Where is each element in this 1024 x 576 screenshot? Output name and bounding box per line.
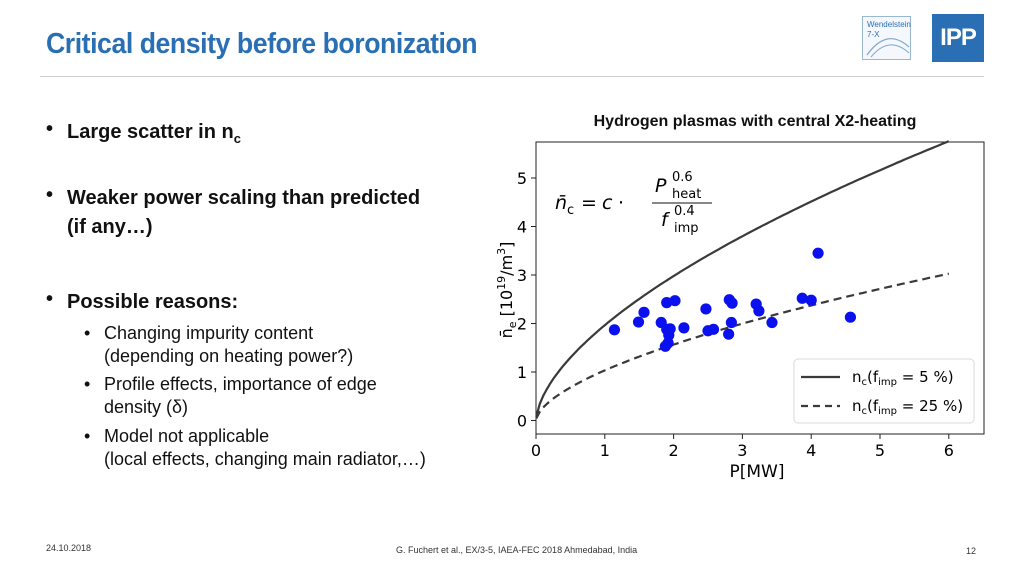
formula-lhs-sub: c xyxy=(567,203,574,218)
x-tick-label: 0 xyxy=(531,441,541,460)
data-point xyxy=(659,340,671,352)
legend-box xyxy=(793,358,975,424)
curve-fimp-5pct xyxy=(535,140,950,417)
data-point xyxy=(662,337,674,349)
bullet-reasons-text: Possible reasons: xyxy=(67,291,239,313)
data-point xyxy=(766,316,778,329)
data-point xyxy=(702,325,714,337)
title-divider xyxy=(40,76,984,77)
data-point xyxy=(707,323,720,335)
wendelstein-logo-subtext: 7-X xyxy=(867,30,880,39)
x-tick-label: 1 xyxy=(600,441,610,460)
data-point xyxy=(812,247,824,259)
data-point xyxy=(664,323,676,335)
x-tick-label: 6 xyxy=(944,441,954,460)
footer-page-number: 12 xyxy=(966,546,977,556)
subbullet-model-line1: Model not applicable xyxy=(104,426,270,446)
data-point xyxy=(669,295,681,307)
formula-c: c xyxy=(602,192,613,214)
data-point xyxy=(805,294,817,306)
footer-date: 24.10.2018 xyxy=(46,543,92,553)
chart-formula: n̄ c = c · P 0.6 heat f 0.4 imp xyxy=(555,170,712,236)
subbullet-impurity-line1: Changing impurity content xyxy=(104,323,314,343)
formula-f-sub: imp xyxy=(674,221,699,236)
legend-label-25pct: nc(fimp = 25 %) xyxy=(852,397,963,417)
ipp-logo: IPP xyxy=(932,14,984,62)
bullet-power-scaling-line2: (if any…) xyxy=(67,216,153,238)
footer-citation: G. Fuchert et al., EX/3-5, IAEA-FEC 2018… xyxy=(396,545,638,555)
y-axis-label: n̄e [1019/m3] xyxy=(495,242,519,339)
data-point xyxy=(753,305,765,317)
wendelstein-logo-text: Wendelstein xyxy=(867,20,911,29)
subbullet-profile-line2: density (δ) xyxy=(104,397,189,417)
data-point xyxy=(663,329,675,341)
curve-fimp-25pct xyxy=(535,272,950,419)
formula-lhs: n̄ xyxy=(555,192,567,214)
x-tick-label: 3 xyxy=(737,441,747,460)
subbullet-dot-icon: • xyxy=(84,426,91,446)
y-tick-label: 4 xyxy=(517,218,527,237)
formula-p-exp: 0.6 xyxy=(672,170,693,185)
bullet-dot-icon: • xyxy=(46,288,54,310)
y-tick-label: 0 xyxy=(517,412,527,431)
subbullet-dot-icon: • xyxy=(84,323,91,343)
subbullet-model-line2: (local effects, changing main radiator,…… xyxy=(104,449,426,469)
bullet-power-scaling-line1: Weaker power scaling than predicted xyxy=(67,187,421,209)
data-point xyxy=(661,323,673,335)
data-point xyxy=(638,306,650,318)
data-point xyxy=(725,316,737,329)
data-point xyxy=(723,294,735,306)
formula-p: P xyxy=(655,175,667,197)
data-point xyxy=(726,297,738,309)
subbullet-profile-line1: Profile effects, importance of edge xyxy=(104,374,377,394)
y-tick-label: 1 xyxy=(517,363,527,382)
formula-dot: · xyxy=(618,192,624,214)
plot-frame xyxy=(535,141,985,435)
data-point xyxy=(750,298,762,310)
data-point xyxy=(700,303,712,315)
data-point xyxy=(608,324,621,336)
formula-p-sub: heat xyxy=(672,187,701,202)
data-point xyxy=(678,322,690,334)
data-point xyxy=(632,316,645,328)
data-point xyxy=(723,328,735,340)
x-tick-label: 4 xyxy=(806,441,816,460)
chart-title: Hydrogen plasmas with central X2-heating xyxy=(593,113,917,130)
y-tick-label: 5 xyxy=(517,169,527,188)
slide-title: Critical density before boronization xyxy=(46,28,478,60)
y-tick-label: 2 xyxy=(517,315,527,334)
data-point xyxy=(844,311,857,323)
y-tick-label: 3 xyxy=(517,266,527,285)
formula-f-exp: 0.4 xyxy=(674,204,695,219)
subbullet-dot-icon: • xyxy=(84,374,91,394)
wendelstein-logo-arc-icon xyxy=(866,38,910,58)
bullet-dot-icon: • xyxy=(46,184,54,206)
x-tick-label: 5 xyxy=(875,441,885,460)
bullet-scatter-text: Large scatter in n xyxy=(67,121,234,143)
data-point xyxy=(796,292,808,304)
data-point xyxy=(661,297,673,309)
formula-f: f xyxy=(661,209,671,231)
chart-legend: nc(fimp = 5 %) nc(fimp = 25 %) xyxy=(793,358,975,424)
formula-eq: = xyxy=(581,192,597,214)
bullet-scatter-subscript: c xyxy=(233,131,241,146)
x-tick-label: 2 xyxy=(669,441,679,460)
legend-label-5pct: nc(fimp = 5 %) xyxy=(852,368,954,388)
x-axis-label: P[MW] xyxy=(730,462,785,482)
bullet-dot-icon: • xyxy=(46,118,54,140)
subbullet-impurity-line2: (depending on heating power?) xyxy=(104,346,354,366)
wendelstein-logo: Wendelstein 7-X xyxy=(862,16,911,60)
data-point xyxy=(655,316,667,329)
